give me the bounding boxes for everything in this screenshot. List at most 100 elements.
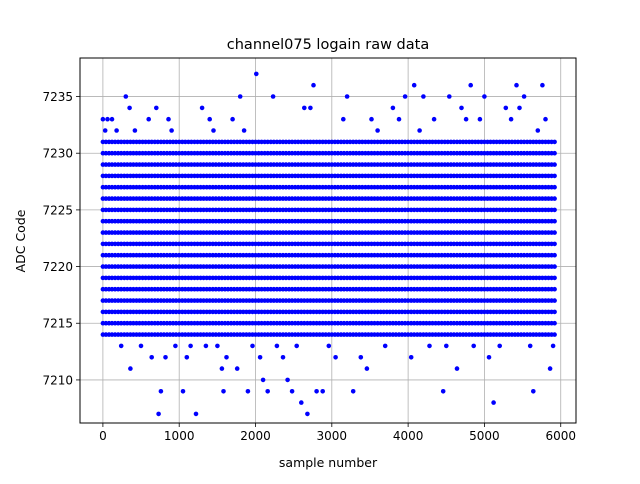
data-point bbox=[123, 94, 129, 99]
data-point bbox=[173, 343, 178, 349]
chart-title: channel075 logain raw data bbox=[227, 37, 429, 53]
y-tick-label: 7220 bbox=[42, 260, 73, 274]
data-point bbox=[184, 355, 190, 360]
data-point bbox=[503, 105, 509, 111]
data-point bbox=[234, 366, 240, 371]
data-point bbox=[274, 343, 280, 349]
data-point bbox=[444, 343, 449, 349]
data-point bbox=[180, 389, 186, 394]
data-point bbox=[344, 94, 350, 99]
data-point bbox=[109, 116, 115, 122]
data-point bbox=[471, 343, 477, 349]
data-point bbox=[447, 94, 452, 99]
data-point bbox=[128, 366, 133, 371]
data-point bbox=[390, 105, 396, 111]
data-point bbox=[552, 252, 557, 258]
data-point bbox=[280, 355, 286, 360]
data-point bbox=[552, 184, 557, 190]
data-point bbox=[552, 173, 557, 179]
data-point bbox=[132, 128, 138, 133]
data-point bbox=[517, 105, 522, 111]
data-point bbox=[552, 150, 557, 156]
data-point bbox=[221, 389, 226, 394]
data-point bbox=[305, 411, 310, 417]
data-point bbox=[118, 343, 124, 349]
data-point bbox=[468, 82, 474, 88]
data-point bbox=[552, 286, 557, 292]
data-point bbox=[308, 105, 313, 111]
data-point bbox=[285, 377, 290, 383]
data-point bbox=[552, 196, 557, 201]
data-point bbox=[514, 82, 519, 88]
data-point bbox=[552, 320, 557, 326]
data-point bbox=[552, 218, 557, 224]
axes-frame bbox=[79, 57, 577, 424]
data-point bbox=[333, 355, 338, 360]
data-point bbox=[203, 343, 209, 349]
x-tick-label: 6000 bbox=[545, 429, 576, 443]
data-point bbox=[527, 343, 533, 349]
data-point bbox=[440, 389, 446, 394]
data-point bbox=[237, 94, 243, 99]
data-point bbox=[427, 343, 432, 349]
data-point bbox=[215, 343, 220, 349]
data-point bbox=[211, 128, 216, 133]
data-point bbox=[550, 343, 556, 349]
data-point bbox=[552, 332, 557, 337]
data-point bbox=[163, 355, 168, 360]
data-point bbox=[491, 400, 496, 405]
data-point bbox=[224, 355, 229, 360]
data-point bbox=[364, 366, 370, 371]
x-tick-label: 2000 bbox=[240, 429, 271, 443]
data-point bbox=[417, 128, 422, 133]
data-point bbox=[265, 389, 271, 394]
data-point bbox=[270, 94, 276, 99]
data-point bbox=[245, 389, 251, 394]
y-axis-label: ADC Code bbox=[13, 209, 28, 272]
data-point bbox=[552, 298, 557, 303]
data-point bbox=[105, 116, 110, 122]
data-point bbox=[350, 389, 356, 394]
data-point bbox=[431, 116, 437, 122]
data-point bbox=[138, 343, 144, 349]
data-point bbox=[257, 355, 263, 360]
data-point bbox=[552, 207, 557, 213]
data-point bbox=[552, 162, 557, 167]
data-point bbox=[260, 377, 266, 383]
data-point bbox=[158, 389, 164, 394]
data-point bbox=[314, 389, 319, 394]
data-point bbox=[552, 275, 557, 281]
data-point bbox=[250, 343, 255, 349]
data-point bbox=[408, 355, 414, 360]
data-point bbox=[543, 116, 548, 122]
data-point bbox=[552, 241, 557, 247]
data-point bbox=[369, 116, 374, 122]
data-point bbox=[396, 116, 402, 122]
data-point bbox=[241, 128, 247, 133]
data-point bbox=[166, 116, 171, 122]
data-point bbox=[207, 116, 212, 122]
data-point bbox=[146, 116, 151, 122]
data-point bbox=[421, 94, 426, 99]
data-point bbox=[552, 139, 557, 145]
x-tick-label: 0 bbox=[99, 429, 107, 443]
data-point bbox=[521, 94, 527, 99]
data-point bbox=[294, 343, 300, 349]
data-point bbox=[253, 71, 259, 77]
y-tick-label: 7230 bbox=[42, 147, 73, 161]
data-point bbox=[169, 128, 174, 133]
data-point bbox=[531, 389, 536, 394]
y-tick-label: 7225 bbox=[42, 203, 73, 217]
data-point bbox=[482, 94, 487, 99]
data-point bbox=[149, 355, 154, 360]
data-point bbox=[199, 105, 205, 111]
data-point bbox=[497, 343, 503, 349]
data-point bbox=[463, 116, 469, 122]
data-point bbox=[311, 82, 316, 88]
data-point bbox=[156, 411, 161, 417]
x-axis-label: sample number bbox=[279, 455, 378, 470]
data-point bbox=[102, 128, 108, 133]
x-tick-label: 5000 bbox=[469, 429, 500, 443]
data-point bbox=[219, 366, 225, 371]
